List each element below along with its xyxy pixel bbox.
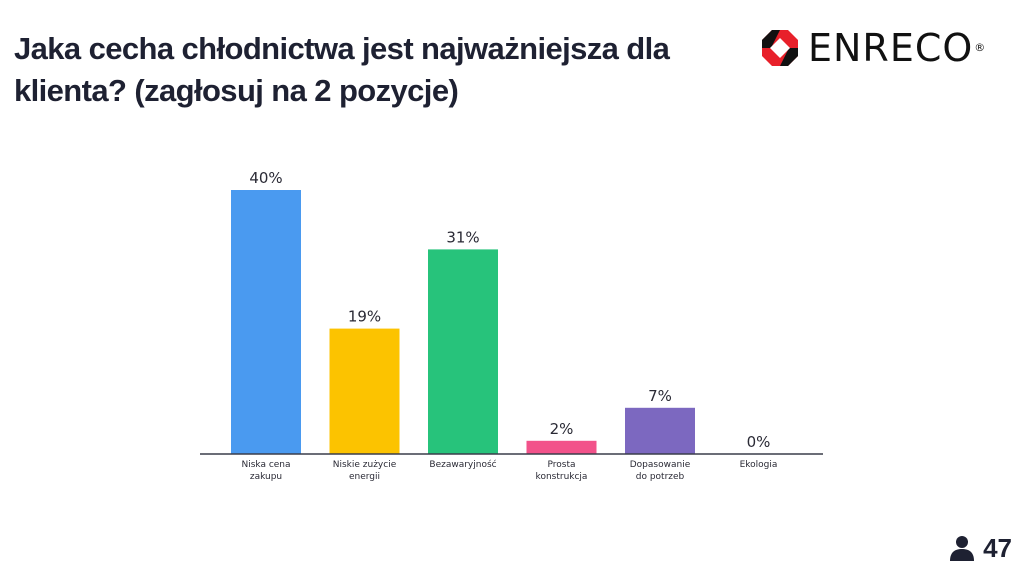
value-label-1: 40%	[249, 169, 282, 187]
bar-4	[526, 440, 597, 454]
bars-group	[231, 190, 695, 454]
category-label-2: Niskie zużycie energii	[333, 460, 397, 482]
registered-mark: ®	[974, 41, 987, 54]
person-icon	[950, 536, 975, 561]
value-label-6: 0%	[747, 433, 771, 451]
category-label-1: Niska cena zakupu	[241, 460, 290, 482]
value-label-2: 19%	[348, 308, 381, 326]
enreco-logo: ENRECO®	[760, 26, 986, 70]
value-label-3: 31%	[446, 228, 479, 246]
category-label-5: Dopasowanie do potrzeb	[630, 460, 691, 482]
bar-3	[428, 249, 498, 454]
bar-2	[329, 328, 400, 454]
category-label-6: Ekologia	[740, 460, 778, 470]
page-title: Jaka cecha chłodnictwa jest najważniejsz…	[14, 31, 670, 108]
bar-5	[625, 407, 695, 454]
category-labels-group: Niska cena zakupu Niskie zużycie energii Bez…	[241, 459, 777, 482]
logo-wordmark: ENRECO®	[808, 26, 987, 70]
category-label-4: Prosta konstrukcja	[536, 460, 588, 482]
participants-count: 47	[983, 533, 1012, 563]
bar-1	[231, 190, 301, 454]
participants-counter: 47	[949, 532, 1012, 564]
value-labels-group: 40% 19% 31% 2% 7% 0%	[249, 169, 770, 451]
value-label-5: 7%	[648, 387, 672, 405]
category-label-3: Bezawaryjność	[429, 459, 496, 470]
value-label-4: 2%	[550, 420, 574, 438]
enreco-logo-icon	[762, 30, 798, 66]
